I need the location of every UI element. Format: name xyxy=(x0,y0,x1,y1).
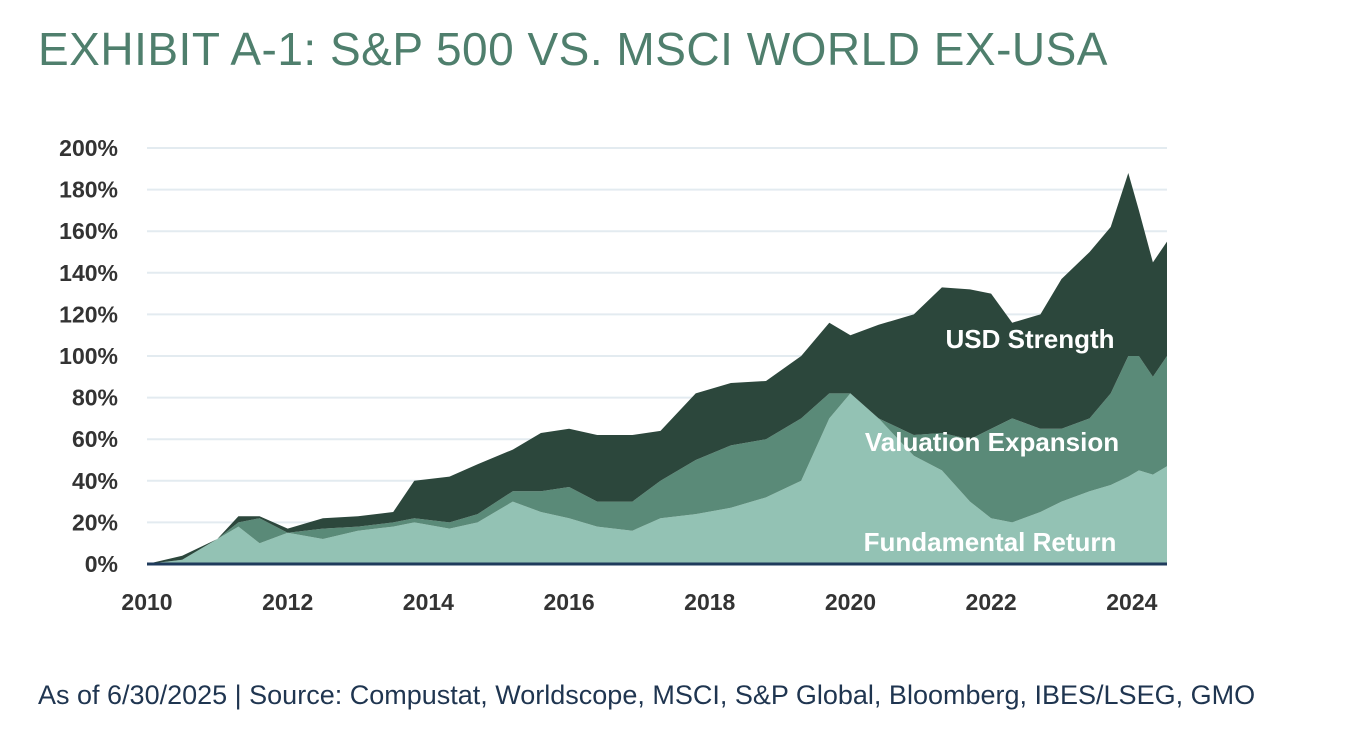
y-tick-label: 200% xyxy=(59,135,118,161)
x-axis-ticks: 2010 2012 2014 2016 2018 2020 2022 2024 xyxy=(121,589,1157,615)
area-valuation-expansion xyxy=(147,356,1167,564)
y-tick-label: 180% xyxy=(59,177,118,203)
y-tick-label: 140% xyxy=(59,260,118,286)
y-tick-label: 100% xyxy=(59,343,118,369)
x-tick-label: 2022 xyxy=(966,589,1017,615)
x-tick-label: 2018 xyxy=(684,589,735,615)
page-title: EXHIBIT A-1: S&P 500 VS. MSCI WORLD EX-U… xyxy=(38,23,1108,75)
y-tick-label: 60% xyxy=(72,426,118,452)
area-label: Valuation Expansion xyxy=(865,427,1119,457)
area-fundamental-return xyxy=(147,393,1167,564)
x-tick-label: 2016 xyxy=(543,589,594,615)
x-tick-label: 2024 xyxy=(1106,589,1157,615)
x-tick-label: 2010 xyxy=(121,589,172,615)
area-usd-strength xyxy=(147,173,1167,564)
y-tick-label: 80% xyxy=(72,385,118,411)
source-note: As of 6/30/2025 | Source: Compustat, Wor… xyxy=(38,680,1256,710)
y-tick-label: 0% xyxy=(85,551,118,577)
area-label: USD Strength xyxy=(946,324,1115,354)
y-tick-label: 120% xyxy=(59,301,118,327)
area-labels: USD Strength Valuation Expansion Fundament… xyxy=(864,324,1120,557)
y-tick-label: 40% xyxy=(72,468,118,494)
y-axis-ticks: 0% 20% 40% 60% 80% 100% 120% 140% 160% 180% 200% xyxy=(59,135,118,577)
stacked-areas xyxy=(147,173,1167,564)
area-label: Fundamental Return xyxy=(864,527,1117,557)
y-tick-label: 160% xyxy=(59,218,118,244)
x-tick-label: 2012 xyxy=(262,589,313,615)
x-tick-label: 2020 xyxy=(825,589,876,615)
y-tick-label: 20% xyxy=(72,509,118,535)
x-tick-label: 2014 xyxy=(403,589,454,615)
area-chart: 0% 20% 40% 60% 80% 100% 120% 140% 160% 180% 200% 2… xyxy=(59,135,1167,615)
